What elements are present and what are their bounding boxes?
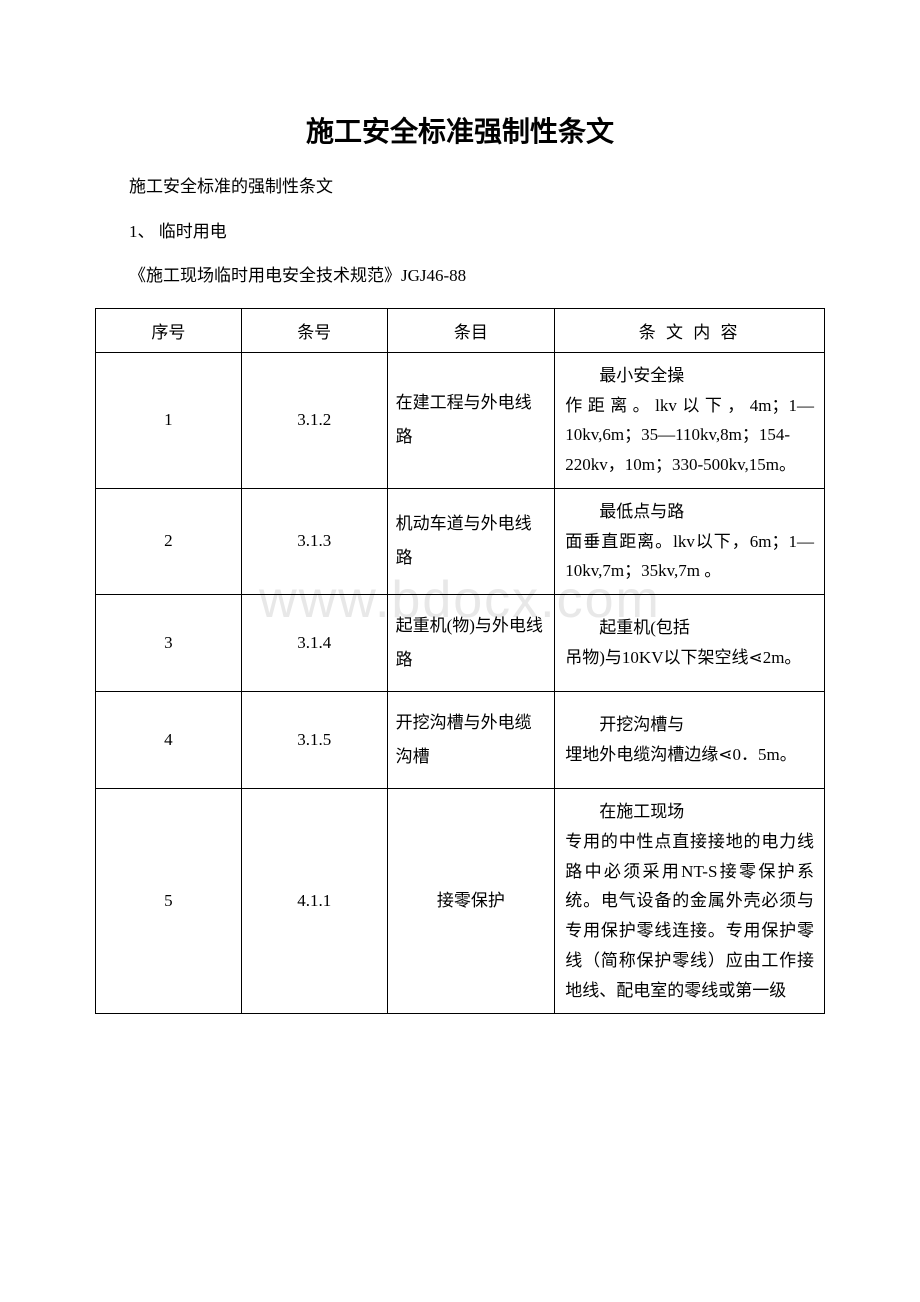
document-title: 施工安全标准强制性条文 xyxy=(95,110,825,150)
cell-item: 开挖沟槽与外电缆沟槽 xyxy=(387,692,555,789)
subtitle-text: 施工安全标准的强制性条文 xyxy=(95,172,825,203)
cell-clause: 3.1.5 xyxy=(241,692,387,789)
section-number: 1、 临时用电 xyxy=(95,217,825,248)
cell-item: 起重机(物)与外电线路 xyxy=(387,595,555,692)
cell-clause: 3.1.2 xyxy=(241,352,387,488)
cell-seq: 5 xyxy=(96,789,242,1014)
table-row: 4 3.1.5 开挖沟槽与外电缆沟槽 开挖沟槽与埋地外电缆沟槽边缘⋖0．5m。 xyxy=(96,692,825,789)
cell-seq: 1 xyxy=(96,352,242,488)
table-row: 1 3.1.2 在建工程与外电线路 最小安全操作距离。lkv以下，4m；1—10… xyxy=(96,352,825,488)
cell-content: 开挖沟槽与埋地外电缆沟槽边缘⋖0．5m。 xyxy=(555,692,825,789)
header-clause: 条号 xyxy=(241,308,387,352)
cell-item: 接零保护 xyxy=(387,789,555,1014)
cell-clause: 3.1.3 xyxy=(241,488,387,594)
cell-content: 在施工现场专用的中性点直接接地的电力线路中必须采用NT-S接零保护系统。电气设备… xyxy=(555,789,825,1014)
specification-name: 《施工现场临时用电安全技术规范》JGJ46-88 xyxy=(95,261,825,292)
cell-content: 最低点与路面垂直距离。lkv以下，6m；1—10kv,7m；35kv,7m 。 xyxy=(555,488,825,594)
cell-item: 机动车道与外电线路 xyxy=(387,488,555,594)
header-content: 条 文 内 容 xyxy=(555,308,825,352)
document-content: 施工安全标准强制性条文 施工安全标准的强制性条文 1、 临时用电 《施工现场临时… xyxy=(95,110,825,1014)
table-row: 3 3.1.4 起重机(物)与外电线路 起重机(包括吊物)与10KV以下架空线⋖… xyxy=(96,595,825,692)
cell-seq: 2 xyxy=(96,488,242,594)
header-seq: 序号 xyxy=(96,308,242,352)
cell-seq: 3 xyxy=(96,595,242,692)
cell-clause: 4.1.1 xyxy=(241,789,387,1014)
cell-content: 最小安全操作距离。lkv以下，4m；1—10kv,6m；35—110kv,8m；… xyxy=(555,352,825,488)
table-row: 5 4.1.1 接零保护 在施工现场专用的中性点直接接地的电力线路中必须采用NT… xyxy=(96,789,825,1014)
cell-item: 在建工程与外电线路 xyxy=(387,352,555,488)
cell-clause: 3.1.4 xyxy=(241,595,387,692)
table-row: 2 3.1.3 机动车道与外电线路 最低点与路面垂直距离。lkv以下，6m；1—… xyxy=(96,488,825,594)
cell-content: 起重机(包括吊物)与10KV以下架空线⋖2m。 xyxy=(555,595,825,692)
table-header-row: 序号 条号 条目 条 文 内 容 xyxy=(96,308,825,352)
cell-seq: 4 xyxy=(96,692,242,789)
header-item: 条目 xyxy=(387,308,555,352)
standards-table: 序号 条号 条目 条 文 内 容 1 3.1.2 在建工程与外电线路 最小安全操… xyxy=(95,308,825,1015)
